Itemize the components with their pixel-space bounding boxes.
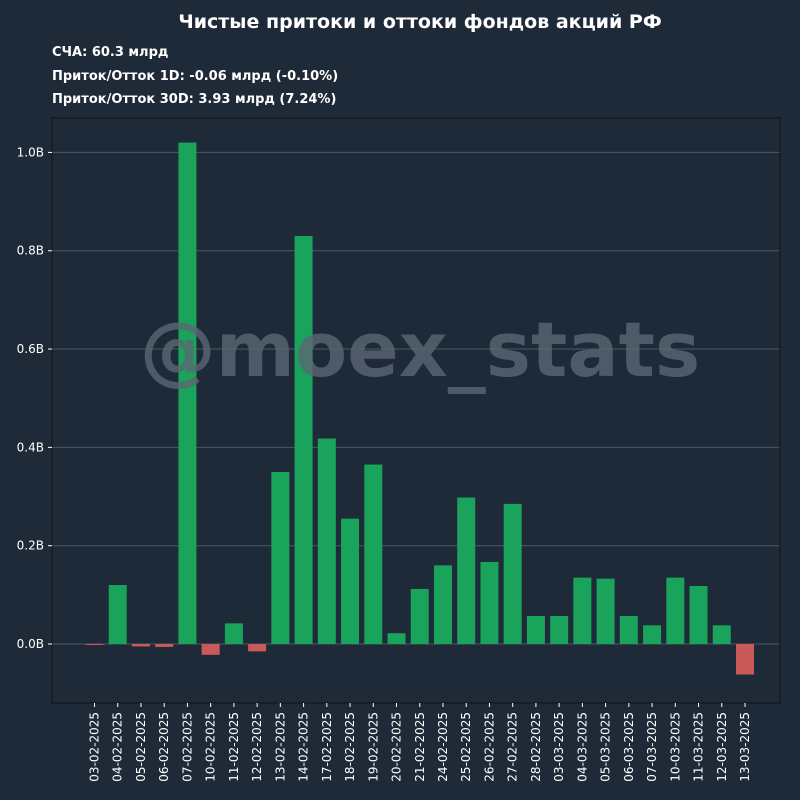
bar (573, 577, 592, 645)
y-tick-label: 0.8B (17, 244, 44, 258)
bar (85, 644, 104, 646)
plot-frame (51, 117, 781, 704)
bar (550, 615, 569, 645)
x-tick-label: 13-02-2025 (273, 712, 287, 782)
bar (248, 644, 267, 652)
bar (619, 615, 638, 645)
bar (178, 142, 197, 645)
x-tick-label: 26-02-2025 (482, 712, 496, 782)
grid-lines (52, 151, 780, 645)
x-tick-label: 06-03-2025 (622, 712, 636, 782)
bar (387, 633, 406, 645)
x-tick-label: 24-02-2025 (436, 712, 450, 782)
bar (410, 588, 429, 645)
x-tick-label: 19-02-2025 (366, 712, 380, 782)
x-tick-label: 20-02-2025 (390, 712, 404, 782)
x-tick-label: 07-02-2025 (180, 712, 194, 782)
bar (364, 464, 383, 645)
x-tick-label: 03-03-2025 (552, 712, 566, 782)
watermark: @moex_stats (140, 305, 700, 394)
x-axis-ticks: 03-02-2025 04-02-2025 05-02-2025 06-02-2025… (88, 703, 752, 782)
bar (131, 644, 150, 647)
bar (712, 625, 731, 645)
x-tick-label: 28-02-2025 (529, 712, 543, 782)
x-tick-label: 04-03-2025 (575, 712, 589, 782)
y-tick-label: 0.2B (17, 539, 44, 553)
x-tick-label: 04-02-2025 (111, 712, 125, 782)
x-tick-label: 05-02-2025 (134, 712, 148, 782)
x-tick-label: 21-02-2025 (413, 712, 427, 782)
bar (271, 471, 290, 645)
x-tick-label: 05-03-2025 (599, 712, 613, 782)
bar (736, 644, 754, 675)
bar (503, 503, 522, 645)
x-tick-label: 25-02-2025 (459, 712, 473, 782)
x-tick-label: 11-03-2025 (692, 712, 706, 782)
y-tick-label: 0.4B (17, 440, 44, 454)
bar (666, 577, 685, 645)
x-tick-label: 12-03-2025 (715, 712, 729, 782)
bar (341, 518, 360, 645)
stat-nav: СЧА: 60.3 млрд (52, 45, 168, 60)
bar (224, 623, 243, 645)
x-tick-label: 17-02-2025 (320, 712, 334, 782)
x-tick-label: 06-02-2025 (157, 712, 171, 782)
bar (643, 625, 662, 645)
bar (201, 644, 220, 655)
bars (85, 142, 754, 675)
stat-flow-1d: Приток/Отток 1D: -0.06 млрд (-0.10%) (52, 69, 338, 84)
bar (433, 565, 452, 645)
stat-flow-30d: Приток/Отток 30D: 3.93 млрд (7.24%) (52, 92, 336, 107)
bar (155, 644, 174, 647)
x-tick-label: 18-02-2025 (343, 712, 357, 782)
x-tick-label: 27-02-2025 (506, 712, 520, 782)
bar (317, 438, 336, 645)
bar (596, 578, 615, 645)
x-tick-label: 07-03-2025 (645, 712, 659, 782)
bar (294, 235, 313, 645)
x-tick-label: 10-03-2025 (668, 712, 682, 782)
bar (480, 561, 499, 645)
x-tick-label: 10-02-2025 (204, 712, 218, 782)
x-tick-label: 12-02-2025 (250, 712, 264, 782)
bar (526, 615, 545, 645)
y-tick-label: 0.6B (17, 342, 44, 356)
chart-title: Чистые притоки и оттоки фондов акций РФ (178, 11, 661, 33)
x-tick-label: 03-02-2025 (88, 712, 102, 782)
y-tick-label: 0.0B (17, 637, 44, 651)
x-tick-label: 14-02-2025 (297, 712, 311, 782)
x-tick-label: 13-03-2025 (738, 712, 752, 782)
y-axis-ticks: 0.0B 0.2B 0.4B 0.6B 0.8B 1.0B (17, 145, 52, 651)
bar (457, 497, 476, 645)
bar (108, 585, 127, 645)
bar (689, 586, 708, 645)
y-tick-label: 1.0B (17, 145, 44, 159)
x-tick-label: 11-02-2025 (227, 712, 241, 782)
